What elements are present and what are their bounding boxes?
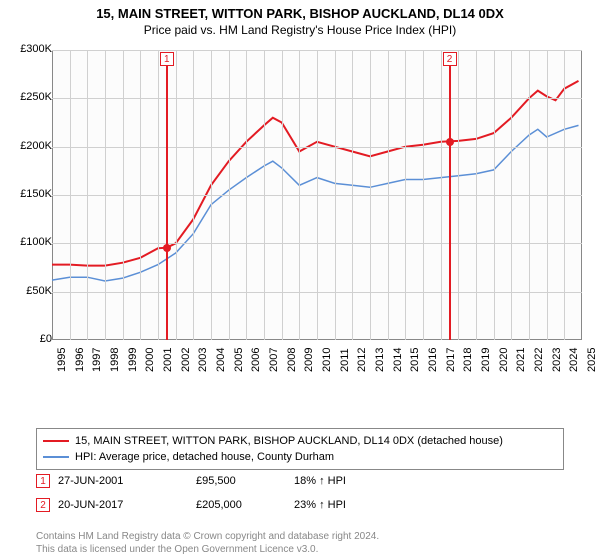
y-axis-label: £200K: [10, 140, 52, 152]
annot-date: 20-JUN-2017: [58, 499, 188, 511]
x-axis-label: 2025: [586, 348, 598, 372]
gridline-v: [282, 50, 283, 340]
x-axis-label: 2017: [445, 348, 457, 372]
x-axis-label: 1995: [56, 348, 68, 372]
x-axis-label: 2010: [321, 348, 333, 372]
marker-line: [449, 66, 451, 340]
gridline-v: [423, 50, 424, 340]
page-title: 15, MAIN STREET, WITTON PARK, BISHOP AUC…: [0, 0, 600, 21]
gridline-v: [158, 50, 159, 340]
gridline-v: [547, 50, 548, 340]
legend-item: HPI: Average price, detached house, Coun…: [43, 449, 557, 465]
chart-svg: [0, 44, 592, 350]
marker-badge: 2: [443, 52, 457, 66]
x-axis-label: 2012: [356, 348, 368, 372]
chart-area: £0 £50K £100K £150K £200K £250K £300K 1995 1996 1…: [0, 44, 600, 384]
y-axis-label: £300K: [10, 43, 52, 55]
x-axis-label: 2020: [498, 348, 510, 372]
x-axis-label: 2002: [180, 348, 192, 372]
x-axis-label: 2005: [233, 348, 245, 372]
gridline-v: [246, 50, 247, 340]
x-axis-label: 2011: [339, 348, 351, 372]
gridline-v: [370, 50, 371, 340]
legend: 15, MAIN STREET, WITTON PARK, BISHOP AUC…: [36, 428, 564, 470]
gridline-v: [123, 50, 124, 340]
x-axis-label: 2013: [374, 348, 386, 372]
gridline-v: [494, 50, 495, 340]
x-axis-label: 2003: [197, 348, 209, 372]
gridline-v: [140, 50, 141, 340]
annot-price: £95,500: [196, 475, 286, 487]
x-axis-label: 2008: [286, 348, 298, 372]
legend-swatch: [43, 456, 69, 458]
footer-line1: Contains HM Land Registry data © Crown c…: [36, 531, 379, 542]
gridline-v: [211, 50, 212, 340]
footer-text: Contains HM Land Registry data © Crown c…: [36, 530, 564, 556]
x-axis-label: 2004: [215, 348, 227, 372]
legend-label: HPI: Average price, detached house, Coun…: [75, 451, 334, 463]
gridline-v: [564, 50, 565, 340]
x-axis-label: 2021: [515, 348, 527, 372]
x-axis-label: 2016: [427, 348, 439, 372]
legend-label: 15, MAIN STREET, WITTON PARK, BISHOP AUC…: [75, 435, 503, 447]
series-line: [52, 81, 579, 266]
marker-badge-2: 2: [36, 498, 50, 512]
x-axis-label: 2019: [480, 348, 492, 372]
gridline-v: [476, 50, 477, 340]
annot-date: 27-JUN-2001: [58, 475, 188, 487]
gridline-v: [458, 50, 459, 340]
gridline-v: [87, 50, 88, 340]
gridline-v: [511, 50, 512, 340]
marker-badge: 1: [160, 52, 174, 66]
marker-badge-1: 1: [36, 474, 50, 488]
gridline-v: [70, 50, 71, 340]
marker-line: [166, 66, 168, 340]
gridline-v: [299, 50, 300, 340]
x-axis-label: 2001: [162, 348, 174, 372]
y-axis-label: £250K: [10, 91, 52, 103]
y-axis-label: £50K: [10, 285, 52, 297]
y-axis-label: £150K: [10, 188, 52, 200]
annot-hpi: 18% ↑ HPI: [294, 475, 404, 487]
gridline-v: [176, 50, 177, 340]
annotation-row-1: 1 27-JUN-2001 £95,500 18% ↑ HPI: [36, 474, 564, 488]
y-axis-label: £100K: [10, 236, 52, 248]
annot-hpi: 23% ↑ HPI: [294, 499, 404, 511]
gridline-v: [317, 50, 318, 340]
legend-swatch: [43, 440, 69, 442]
y-axis-label: £0: [10, 333, 52, 345]
gridline-v: [529, 50, 530, 340]
gridline-v: [264, 50, 265, 340]
x-axis-label: 1997: [91, 348, 103, 372]
annotation-row-2: 2 20-JUN-2017 £205,000 23% ↑ HPI: [36, 498, 564, 512]
gridline-v: [193, 50, 194, 340]
x-axis-label: 2015: [409, 348, 421, 372]
gridline-v: [388, 50, 389, 340]
x-axis-label: 2007: [268, 348, 280, 372]
x-axis-label: 1999: [127, 348, 139, 372]
x-axis-label: 2022: [533, 348, 545, 372]
gridline-v: [352, 50, 353, 340]
x-axis-label: 2000: [144, 348, 156, 372]
gridline-v: [105, 50, 106, 340]
annot-price: £205,000: [196, 499, 286, 511]
x-axis-label: 1996: [74, 348, 86, 372]
x-axis-label: 2018: [462, 348, 474, 372]
marker-point: [163, 244, 171, 252]
gridline-v: [405, 50, 406, 340]
gridline-v: [335, 50, 336, 340]
footer-line2: This data is licensed under the Open Gov…: [36, 544, 318, 555]
legend-item: 15, MAIN STREET, WITTON PARK, BISHOP AUC…: [43, 433, 557, 449]
gridline-v: [229, 50, 230, 340]
x-axis-label: 2014: [392, 348, 404, 372]
marker-point: [446, 138, 454, 146]
x-axis-label: 1998: [109, 348, 121, 372]
x-axis-label: 2024: [568, 348, 580, 372]
x-axis-label: 2009: [303, 348, 315, 372]
x-axis-label: 2006: [250, 348, 262, 372]
x-axis-label: 2023: [551, 348, 563, 372]
series-line: [52, 125, 579, 281]
gridline-v: [441, 50, 442, 340]
page-subtitle: Price paid vs. HM Land Registry's House …: [0, 21, 600, 37]
